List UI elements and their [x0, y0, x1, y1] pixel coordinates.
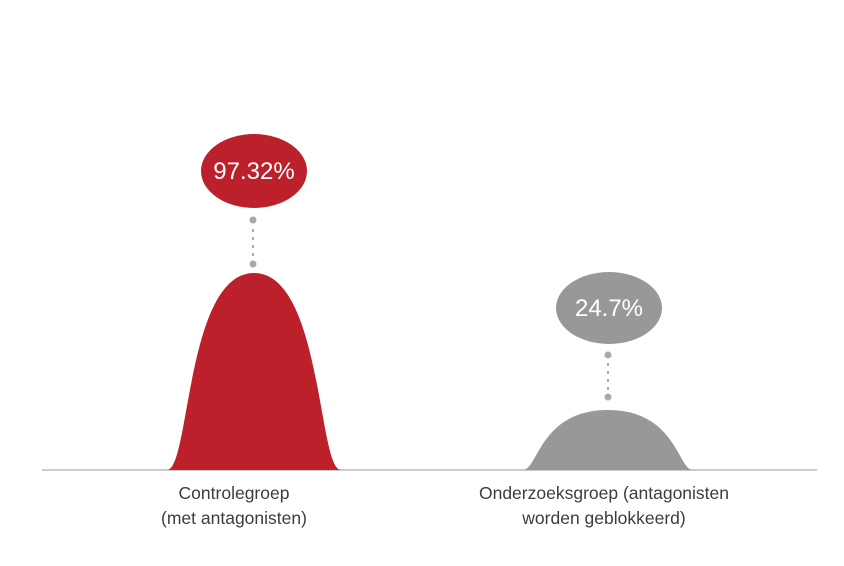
connector-dot-bottom [604, 393, 612, 401]
connector-dot-top [249, 216, 257, 224]
research-value-callout: 24.7% [556, 272, 662, 344]
control-group-label-line2: (met antagonisten) [161, 508, 307, 528]
connector-dot-top [604, 351, 612, 359]
control-value-callout: 97.32% [201, 134, 307, 208]
research-group-hill-shape [523, 410, 693, 470]
control-value-bubble [201, 134, 307, 208]
control-group-label: Controlegroep (met antagonisten) [74, 481, 394, 531]
control-value-connector [249, 216, 257, 268]
research-value-label: 24.7% [575, 295, 643, 322]
connector-dot-bottom [249, 260, 257, 268]
research-group-label: Onderzoeksgroep (antagonisten worden geb… [434, 481, 774, 531]
research-value-bubble [556, 272, 662, 344]
research-group-label-line1: Onderzoeksgroep (antagonisten [478, 483, 730, 503]
control-value-label: 97.32% [213, 158, 294, 185]
control-group-bell-shape [167, 273, 341, 470]
control-group-label-line1: Controlegroep [178, 483, 290, 503]
research-value-connector [604, 351, 612, 401]
research-group-label-line2: worden geblokkeerd) [522, 508, 686, 528]
